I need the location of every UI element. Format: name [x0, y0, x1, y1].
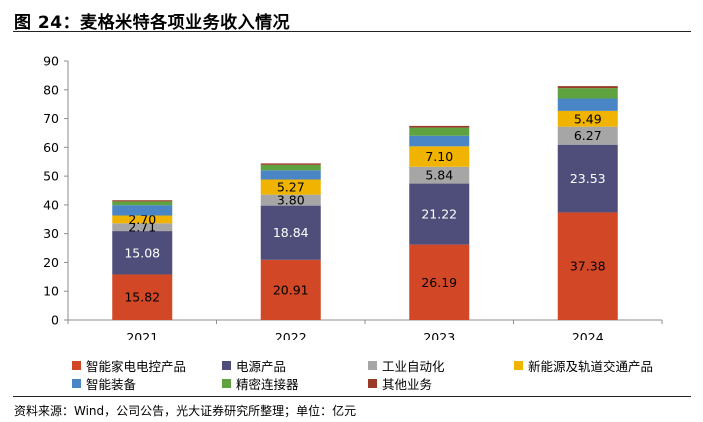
data-label: 5.84 [425, 168, 453, 183]
bar-segment [112, 223, 173, 232]
legend-label: 工业自动化 [382, 359, 445, 374]
bar-segment [112, 201, 173, 206]
legend-item: 精密连接器 [222, 374, 299, 393]
title-rule [13, 31, 691, 32]
legend-swatch [514, 361, 523, 370]
data-label: 21.22 [421, 207, 457, 222]
data-label: 7.10 [425, 149, 453, 164]
bar-segment [409, 244, 470, 320]
bar-segment [260, 179, 321, 195]
bar-segment [409, 135, 470, 147]
bar-segment [557, 126, 618, 145]
x-tick-label: 2024 [572, 330, 604, 340]
y-tick-label: 80 [43, 82, 59, 97]
data-label: 26.19 [421, 275, 457, 290]
y-tick-label: 90 [43, 54, 59, 69]
legend-swatch [222, 361, 231, 370]
y-tick-label: 0 [51, 313, 59, 328]
legend-item: 新能源及轨道交通产品 [514, 356, 653, 375]
bar-segment [260, 194, 321, 206]
bar-segment [260, 259, 321, 320]
bar-segment [112, 215, 173, 224]
y-tick-label: 30 [43, 226, 59, 241]
bar-segment [409, 166, 470, 184]
bar-segment [112, 205, 173, 216]
bar-segment [260, 170, 321, 180]
bar-segment [409, 125, 470, 128]
legend-label: 电源产品 [236, 359, 287, 374]
bar-segment [557, 98, 618, 111]
bar-segment [557, 86, 618, 89]
data-label: 6.27 [574, 128, 602, 143]
data-label: 5.49 [574, 111, 602, 126]
stacked-bar-chart: 0 10 20 30 40 50 60 70 80 90 15.82 15.08 2.712.70 202… [43, 54, 663, 340]
data-label: 20.91 [273, 282, 309, 297]
legend-label: 其他业务 [382, 377, 433, 392]
legend-label: 智能装备 [86, 377, 137, 392]
bar-segment [260, 163, 321, 165]
data-label: 3.80 [277, 193, 305, 208]
figure-title: 图 24：麦格米特各项业务收入情况 [14, 13, 291, 33]
legend-item: 电源产品 [222, 356, 286, 375]
legend-item: 工业自动化 [368, 356, 445, 375]
bar-segment [557, 88, 618, 99]
y-tick-label: 20 [43, 255, 59, 270]
data-label: 15.08 [124, 245, 160, 260]
data-label: 23.53 [570, 171, 606, 186]
legend-item: 其他业务 [368, 374, 432, 393]
legend-label: 精密连接器 [236, 377, 299, 392]
x-tick-label: 2023 [423, 330, 455, 340]
data-label: 15.82 [124, 290, 160, 305]
y-tick-label: 10 [43, 284, 59, 299]
bar-segment [260, 164, 321, 171]
bar-segment [112, 274, 173, 320]
bar-segment [112, 200, 173, 202]
bar-segment [112, 231, 173, 275]
data-label: 2.71 [128, 220, 156, 235]
bar-segment [409, 146, 470, 167]
legend-swatch [222, 379, 231, 388]
bar-segment [557, 212, 618, 320]
data-label: 18.84 [273, 225, 309, 240]
legend-swatch [72, 361, 81, 370]
bar-segment [409, 183, 470, 245]
y-tick-label: 50 [43, 169, 59, 184]
bar-segment [260, 205, 321, 260]
y-tick-label: 40 [43, 197, 59, 212]
y-tick-label: 70 [43, 111, 59, 126]
x-tick-label: 2021 [126, 330, 158, 340]
data-label: 5.27 [277, 180, 305, 195]
bar-segment [557, 144, 618, 213]
data-label: 37.38 [570, 259, 606, 274]
legend-swatch [72, 379, 81, 388]
legend-label: 智能家电电控产品 [86, 359, 187, 374]
data-label: 2.70 [128, 212, 156, 227]
x-tick-label: 2022 [275, 330, 307, 340]
bar-segment [409, 127, 470, 136]
legend-label: 新能源及轨道交通产品 [528, 359, 654, 374]
legend-item: 智能家电电控产品 [72, 356, 186, 375]
legend-swatch [368, 379, 377, 388]
bar-segment [557, 110, 618, 127]
source-rule [13, 396, 691, 397]
y-tick-label: 60 [43, 140, 59, 155]
figure-source: 资料来源：Wind，公司公告，光大证券研究所整理；单位：亿元 [14, 404, 357, 418]
legend-item: 智能装备 [72, 374, 136, 393]
legend-swatch [368, 361, 377, 370]
